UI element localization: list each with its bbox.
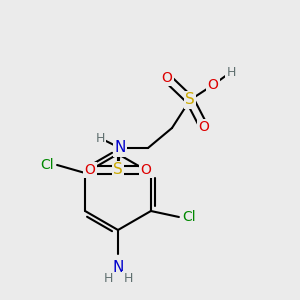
Text: S: S	[113, 163, 123, 178]
Text: S: S	[185, 92, 195, 107]
Text: O: O	[141, 163, 152, 177]
Text: O: O	[162, 71, 172, 85]
Text: O: O	[199, 120, 209, 134]
Text: N: N	[114, 140, 126, 155]
Text: O: O	[85, 163, 95, 177]
Text: N: N	[112, 260, 124, 275]
Text: H: H	[103, 272, 113, 284]
Text: Cl: Cl	[182, 210, 196, 224]
Text: H: H	[95, 131, 105, 145]
Text: Cl: Cl	[40, 158, 54, 172]
Text: H: H	[226, 65, 236, 79]
Text: O: O	[208, 78, 218, 92]
Text: H: H	[123, 272, 133, 284]
